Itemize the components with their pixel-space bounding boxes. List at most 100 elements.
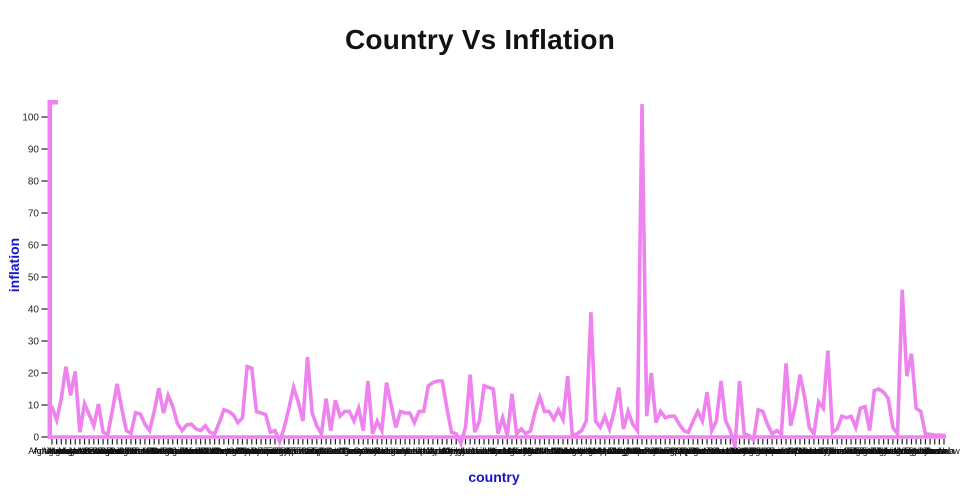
x-tick-label: Slovenia <box>755 446 790 456</box>
x-tick-label: Sweden <box>802 446 835 456</box>
y-tick-label: 0 <box>33 433 39 444</box>
x-tick-label: Syria <box>818 446 839 456</box>
x-tick-label: Timor-Leste <box>827 446 875 456</box>
x-tick-label: Dominican Republic <box>235 446 316 456</box>
x-tick-label: Mauritania <box>523 446 565 456</box>
x-tick-label: Dominica <box>252 446 290 456</box>
x-tick-label: Haiti <box>373 446 391 456</box>
x-tick-label: Cote d'Ivoire <box>213 446 263 456</box>
x-tick-label: Djibouti <box>251 446 281 456</box>
x-tick-label: Kyrgyzstan <box>443 446 488 456</box>
y-tick-label: 90 <box>28 145 40 156</box>
x-axis-title: country <box>468 469 520 485</box>
x-tick-label: Sierra Leone <box>732 446 784 456</box>
x-tick-label: Uganda <box>872 446 904 456</box>
y-tick-label: 80 <box>28 177 40 188</box>
x-tick-label: Guyana <box>361 446 393 456</box>
x-tick-label: Nigeria <box>614 446 643 456</box>
x-tick-label: United States <box>880 446 935 456</box>
chart-title: Country Vs Inflation <box>345 24 615 55</box>
x-tick-labels: AfghanistanAlbaniaAlgeriaAndorraAngolaAn… <box>28 446 960 456</box>
x-tick-label: Japan <box>425 446 450 456</box>
x-tick-label: Laos <box>460 446 480 456</box>
x-tick-label: Seychelles <box>732 446 776 456</box>
x-tick-label: Saint Vincent and the Grenadines <box>654 446 789 456</box>
x-tick-label: Mongolia <box>554 446 591 456</box>
axis-spines <box>47 100 946 439</box>
x-tick-label: Austria <box>80 446 108 456</box>
x-tick-label: Barbados <box>98 446 137 456</box>
x-tick-label: Monaco <box>552 446 584 456</box>
x-tick-label: Rwanda <box>691 446 724 456</box>
x-tick-label: Gambia <box>320 446 352 456</box>
x-tick-label: Thailand <box>829 446 864 456</box>
y-tick-marks: 0 10 20 30 40 50 60 70 80 90 100 <box>22 113 48 444</box>
x-tick-label: Eswatini <box>291 446 325 456</box>
x-tick-label: Solomon Islands <box>743 446 810 456</box>
x-tick-label: Morocco <box>564 446 599 456</box>
x-tick-label: Colombia <box>200 446 238 456</box>
x-tick-label: Iraq <box>407 446 423 456</box>
x-tick-label: Czechia <box>240 446 273 456</box>
x-tick-label: Antigua and Barbuda <box>33 446 118 456</box>
x-tick-label: New Zealand <box>588 446 641 456</box>
x-tick-label: Guinea <box>353 446 382 456</box>
x-tick-label: Burundi <box>162 446 193 456</box>
x-tick-label: Ireland <box>405 446 433 456</box>
x-tick-label: Switzerland <box>800 446 847 456</box>
x-tick-label: Malawi <box>503 446 531 456</box>
x-tick-label: Paraguay <box>651 446 690 456</box>
x-tick-label: Malaysia <box>503 446 539 456</box>
x-tick-label: Estonia <box>288 446 318 456</box>
x-tick-label: Ukraine <box>877 446 908 456</box>
x-tick-label: Myanmar <box>572 446 610 456</box>
x-tick-label: United Arab Emirates <box>855 446 941 456</box>
x-tick-label: Palau <box>644 446 667 456</box>
x-tick-label: Israel <box>413 446 435 456</box>
x-tick-label: Saint Kitts and Nevis <box>670 446 754 456</box>
x-tick-label: Bolivia <box>132 446 159 456</box>
x-tick-label: Iceland <box>381 446 410 456</box>
x-tick-label: Zimbabwe <box>923 446 960 456</box>
x-tick-label: Croatia <box>228 446 257 456</box>
x-tick-label: Mali <box>522 446 539 456</box>
x-tick-label: Saudi Arabia <box>714 446 765 456</box>
x-tick-label: Taiwan <box>818 446 846 456</box>
x-tick-label: Peru <box>665 446 684 456</box>
x-tick-label: Burkina Faso <box>146 446 199 456</box>
y-tick-label: 10 <box>28 401 40 412</box>
x-tick-label: Spain <box>788 446 811 456</box>
x-tick-label: Jordan <box>428 446 456 456</box>
x-tick-label: Kenya <box>439 446 465 456</box>
x-tick-label: Hungary <box>374 446 409 456</box>
x-tick-label: Benin <box>124 446 147 456</box>
x-tick-label: Georgia <box>324 446 356 456</box>
x-tick-label: Botswana <box>134 446 174 456</box>
x-tick-label: Angola <box>57 446 85 456</box>
x-tick-label: Italy <box>420 446 437 456</box>
x-tick-label: Cameroon <box>170 446 212 456</box>
x-tick-label: Malta <box>524 446 546 456</box>
x-tick-label: Tanzania <box>824 446 860 456</box>
x-tick-label: Brazil <box>148 446 171 456</box>
x-tick-label: Nepal <box>593 446 617 456</box>
y-tick-label: 30 <box>28 337 40 348</box>
x-tick-label: Sudan <box>796 446 822 456</box>
x-tick-label: Lebanon <box>462 446 497 456</box>
x-tick-label: India <box>391 446 411 456</box>
x-tick-label: Serbia <box>736 446 762 456</box>
x-tick-label: Zambia <box>924 446 954 456</box>
x-tick-label: Finland <box>307 446 337 456</box>
x-tick-label: North Macedonia <box>603 446 672 456</box>
x-tick-label: Slovakia <box>750 446 784 456</box>
x-tick-label: Venezuela <box>904 446 946 456</box>
x-tick-label: Maldives <box>508 446 544 456</box>
x-tick-label: Comoros <box>206 446 243 456</box>
x-tick-label: Gabon <box>317 446 344 456</box>
x-tick-label: Nicaragua <box>598 446 639 456</box>
x-tick-label: Guinea-Bissau <box>343 446 402 456</box>
x-tick-label: Netherlands <box>585 446 634 456</box>
x-tick-label: Micronesia <box>537 446 581 456</box>
x-tick-label: Ecuador <box>263 446 297 456</box>
